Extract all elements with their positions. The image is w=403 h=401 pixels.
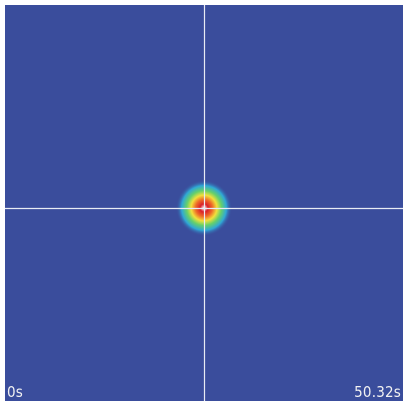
start-time-label: 0s (7, 383, 24, 401)
beam-profile-viewer[interactable]: 0s 50.32s (5, 5, 403, 401)
end-time-label: 50.32s (354, 383, 401, 401)
heatmap-canvas (5, 5, 403, 401)
